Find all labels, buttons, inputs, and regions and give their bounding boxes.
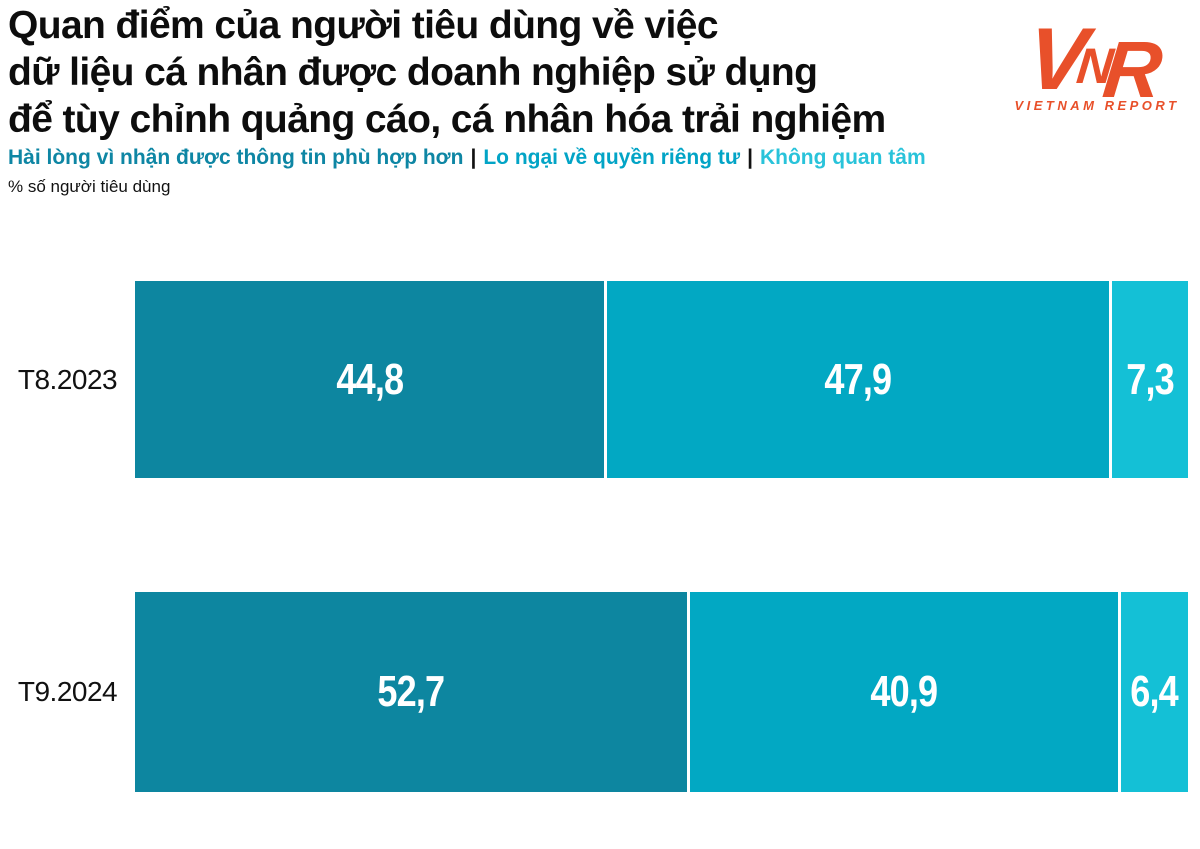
- bar-segment: 47,9: [607, 281, 1109, 478]
- legend-separator: |: [470, 146, 477, 169]
- bar-value-label: 6,4: [1130, 667, 1180, 716]
- bar-segment: 7,3: [1111, 281, 1189, 478]
- legend-item: Lo ngại về quyền riêng tư: [483, 146, 741, 169]
- chart-title-line-1: Quan điểm của người tiêu dùng về việc: [8, 4, 719, 47]
- bar-value-label: 52,7: [377, 667, 445, 716]
- bar-value-label: 47,9: [824, 354, 892, 404]
- vnr-logo-letters: V N R: [997, 0, 1196, 114]
- chart-title: Quan điểm của người tiêu dùng về việc dữ…: [8, 2, 886, 143]
- legend-item: Hài lòng vì nhận được thông tin phù hợp …: [8, 146, 464, 169]
- bar-row: T9.2024 52,7 40,9 6,4: [0, 592, 1188, 792]
- logo-letter-n: N: [1074, 38, 1117, 94]
- stacked-bar: 44,8 47,9 7,3: [135, 281, 1189, 478]
- bar-segment: 52,7: [135, 592, 687, 792]
- bar-row: T8.2023 44,8 47,9 7,3: [0, 281, 1189, 478]
- legend-item: Không quan tâm: [759, 146, 926, 169]
- stacked-bar: 52,7 40,9 6,4: [135, 592, 1188, 792]
- bar-segment: 44,8: [135, 281, 605, 478]
- bar-value-label: 40,9: [870, 667, 938, 716]
- bar-value-label: 44,8: [336, 354, 404, 404]
- vnr-logo-caption: VIETNAM REPORT: [1014, 98, 1180, 113]
- unit-label: % số người tiêu dùng: [8, 177, 171, 196]
- chart-title-line-3: để tùy chỉnh quảng cáo, cá nhân hóa trải…: [8, 98, 886, 141]
- legend-separator: |: [747, 146, 753, 169]
- category-label: T8.2023: [17, 363, 118, 395]
- bar-value-label: 7,3: [1125, 354, 1175, 404]
- vnr-logo: V N R VIETNAM REPORT: [1002, 0, 1192, 114]
- legend: Hài lòng vì nhận được thông tin phù hợp …: [8, 146, 926, 170]
- bar-segment: 40,9: [689, 592, 1118, 792]
- category-label: T9.2024: [17, 676, 118, 707]
- bar-segment: 6,4: [1120, 592, 1188, 792]
- chart-title-line-2: dữ liệu cá nhân được doanh nghiệp sử dụn…: [8, 51, 818, 94]
